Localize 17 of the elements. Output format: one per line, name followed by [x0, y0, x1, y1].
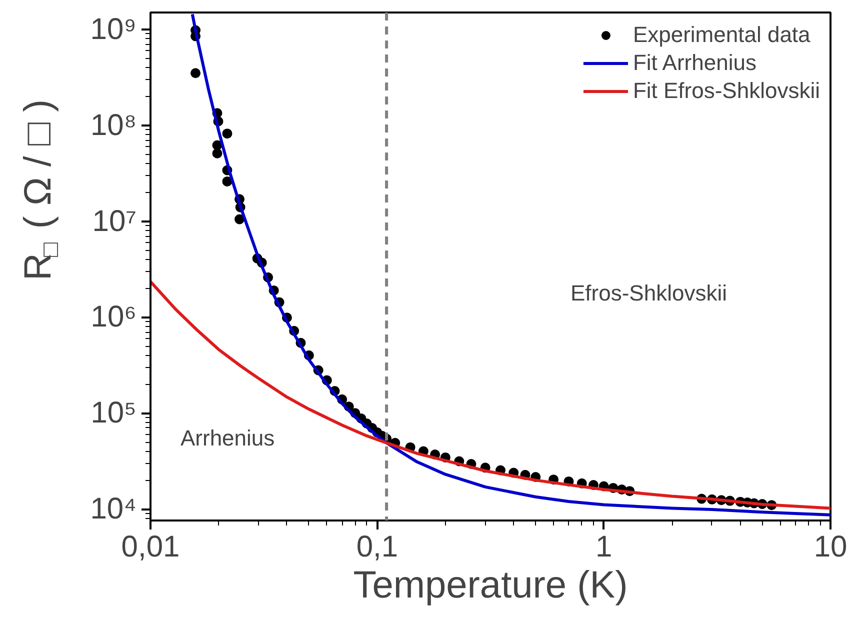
- y-tick-label: 10⁹: [90, 12, 137, 46]
- y-tick-label: 10⁴: [90, 492, 137, 526]
- annotation: Arrhenius: [180, 426, 275, 450]
- y-tick-label: 10⁸: [90, 108, 137, 142]
- x-tick-label: 0,1: [356, 530, 398, 564]
- x-axis-title: Temperature (K): [353, 564, 628, 606]
- annotation: Efros-Shklovskii: [570, 280, 727, 306]
- legend-label: Fit Arrhenius: [632, 50, 756, 76]
- legend-label: Experimental data: [632, 22, 810, 48]
- legend-label: Fit Efros-Shklovskii: [632, 78, 820, 104]
- y-tick-label: 10⁶: [90, 300, 136, 334]
- y-tick-label: 10⁵: [90, 396, 137, 430]
- x-tick-label: 1: [595, 530, 612, 564]
- x-tick-label: 10: [814, 530, 848, 564]
- x-tick-label: 0,01: [121, 530, 180, 564]
- y-axis-title: R□ ( Ω / □ ): [18, 99, 64, 280]
- y-tick-label: 10⁷: [92, 204, 137, 238]
